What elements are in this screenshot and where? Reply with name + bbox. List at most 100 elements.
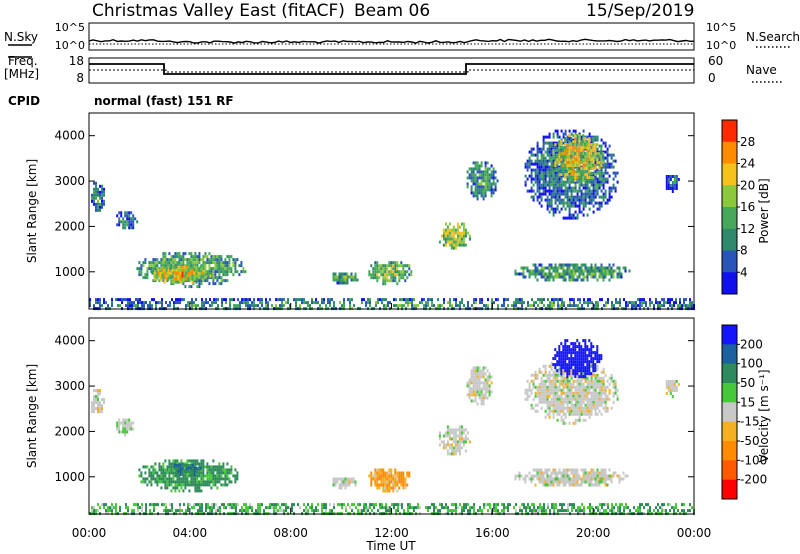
velocity-cell [400, 483, 403, 487]
power-cell [99, 202, 101, 206]
power-cell [178, 261, 181, 265]
velocity-cell [588, 412, 591, 416]
velocity-cell [172, 477, 175, 481]
velocity-cell [199, 503, 201, 507]
power-cell [132, 226, 135, 230]
power-cell [163, 271, 166, 275]
power-cell [384, 282, 387, 286]
power-cell [399, 298, 401, 302]
power-cell [142, 264, 145, 268]
velocity-cell [182, 480, 185, 484]
power-cell [586, 164, 589, 168]
power-cell [556, 207, 559, 211]
velocity-cell [448, 431, 451, 435]
velocity-cell [344, 483, 347, 487]
power-cell [396, 270, 399, 274]
velocity-cell [470, 393, 473, 397]
power-cell [536, 272, 539, 276]
velocity-cell [558, 379, 561, 383]
velocity-cell [472, 369, 475, 373]
velocity-cell [390, 468, 393, 472]
power-cell [606, 171, 609, 175]
velocity-cell [482, 381, 485, 385]
velocity-cell [548, 376, 551, 380]
velocity-cell [548, 483, 551, 487]
power-cell [600, 195, 603, 199]
power-cell [554, 143, 557, 147]
power-cell [578, 275, 581, 279]
velocity-cell [550, 403, 553, 407]
velocity-cell [192, 483, 195, 487]
power-cell [208, 264, 211, 268]
power-cell [402, 264, 405, 268]
power-cell [182, 252, 185, 256]
velocity-cell [222, 483, 225, 487]
power-cell [165, 274, 168, 278]
power-cell [546, 201, 549, 205]
velocity-cell [608, 474, 611, 478]
velocity-cell [568, 474, 571, 478]
velocity-cell [576, 418, 579, 422]
velocity-cell [562, 391, 565, 395]
power-cell [649, 304, 651, 308]
power-cell [528, 156, 531, 160]
power-cell [586, 173, 589, 177]
velocity-cell [466, 381, 469, 385]
power-cell [450, 246, 453, 250]
power-cell [485, 304, 487, 308]
power-cell [588, 266, 591, 270]
power-cell [562, 149, 565, 153]
power-cell [576, 149, 579, 153]
velocity-cell [570, 376, 573, 380]
power-cell [166, 264, 169, 268]
velocity-cell [574, 474, 577, 478]
velocity-cell [548, 400, 551, 404]
power-colorbar-swatch [722, 120, 737, 143]
power-cell [594, 135, 597, 139]
velocity-cell [592, 373, 595, 377]
power-cell [156, 273, 159, 277]
power-cell [586, 146, 589, 150]
velocity-cell [590, 360, 593, 364]
power-colorbar-tick-label: 16 [740, 200, 755, 214]
power-cell [480, 164, 483, 168]
velocity-cell [570, 367, 573, 371]
power-cell [540, 195, 543, 199]
power-cell [403, 298, 405, 302]
velocity-cell [528, 388, 531, 392]
power-cell [131, 301, 133, 305]
power-cell [552, 186, 555, 190]
velocity-cell [205, 506, 207, 510]
power-cell [580, 201, 583, 205]
velocity-cell [588, 369, 591, 373]
velocity-cell [574, 379, 577, 383]
power-cell [201, 298, 203, 302]
velocity-cell [398, 486, 401, 490]
velocity-cell [534, 385, 537, 389]
velocity-cell [550, 382, 553, 386]
velocity-cell [594, 373, 597, 377]
velocity-cell [598, 403, 601, 407]
power-cell [224, 273, 227, 277]
power-cell [456, 231, 459, 235]
velocity-cell [153, 506, 155, 510]
velocity-cell [230, 468, 233, 472]
velocity-cell [669, 389, 672, 392]
velocity-cell [566, 363, 569, 367]
velocity-cell [576, 345, 579, 349]
velocity-cell [213, 503, 215, 507]
power-cell [220, 264, 223, 268]
power-cell [484, 188, 487, 192]
velocity-cell [210, 471, 213, 475]
velocity-cell [474, 369, 477, 373]
power-cell [550, 275, 553, 279]
power-cell [572, 180, 575, 184]
velocity-cell [478, 390, 481, 394]
velocity-cell [402, 471, 405, 475]
velocity-cell [548, 480, 551, 484]
velocity-cell [398, 480, 401, 484]
power-cell [93, 196, 95, 200]
power-cell [606, 153, 609, 157]
velocity-cell [169, 509, 171, 513]
power-cell [566, 180, 569, 184]
